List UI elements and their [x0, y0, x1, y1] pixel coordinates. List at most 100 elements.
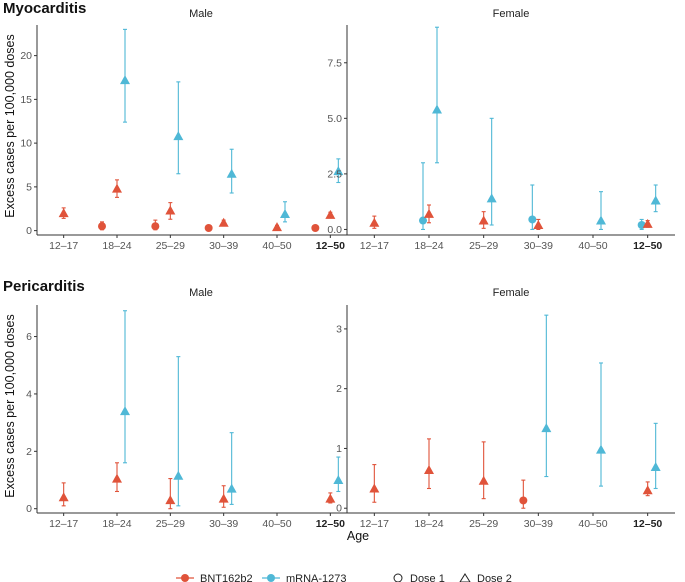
myocarditis-male-y-tick-label: 5 [26, 181, 32, 193]
pericarditis-male-y-tick-label: 0 [26, 503, 32, 515]
myocarditis-female-bnt162b2-dose2-30-39-point [533, 220, 544, 229]
legend-mrna1273-dot [267, 574, 275, 582]
myocarditis-male-x-tick-label: 12–50 [316, 240, 345, 252]
myocarditis-male-bnt162b2-dose1-25-29-point [151, 222, 160, 231]
legend-bnt162b2-label: BNT162b2 [200, 573, 253, 582]
pericarditis-female-bnt162b2-dose2-12-17-point [369, 483, 380, 493]
myocarditis-female-mrna-1273-dose1-30-39-point [528, 215, 537, 224]
pericarditis-male-x-tick-label: 18–24 [102, 518, 131, 530]
myocarditis-female-mrna-1273-dose1-18-24-point [419, 216, 427, 225]
pericarditis-male-mrna-1273-dose2-30-39-point [226, 483, 237, 493]
myocarditis-male-strip: Male [189, 8, 213, 20]
myocarditis-male-y-tick-label: 10 [20, 138, 32, 150]
pericarditis-male-bnt162b2-dose2-18-24-point [112, 473, 122, 483]
pericarditis-female-x-tick-label: 30–39 [524, 518, 553, 530]
pericarditis-female-bnt162b2-dose2-25-29-point [478, 475, 489, 485]
myocarditis-male-bnt162b2-dose2-18-24-point [112, 183, 122, 193]
myocarditis-female-panel: 0.0 2.5 5.0 7.5 12–17 18–24 25–29 30–39 40–50 12–… [327, 25, 675, 252]
pericarditis-male-mrna-1273-dose2-25-29-point [173, 470, 184, 480]
pericarditis-female-x-tick-label: 12–50 [633, 518, 662, 530]
pericarditis-male-x-tick-label: 30–39 [209, 518, 238, 530]
myocarditis-female-bnt162b2-dose2-18-24-point [424, 208, 434, 218]
myocarditis-male-y-tick-label: 0 [26, 225, 32, 237]
legend-item-dose2: Dose 2 [459, 573, 512, 582]
y-axis-label-bottom: Excess cases per 100,000 doses [3, 314, 17, 497]
legend-item-dose1: Dose 1 [393, 573, 445, 582]
legend: BNT162b2 mRNA-1273 Dose 1 Dose 2 [176, 573, 512, 582]
myocarditis-male-y-tick-label: 15 [20, 94, 32, 106]
myocarditis-male-x-tick-label: 25–29 [156, 240, 185, 252]
pericarditis-male-bnt162b2-dose2-30-39-point [218, 493, 229, 503]
pericarditis-female-strip: Female [493, 287, 530, 299]
myocarditis-male-bnt162b2-dose2-40-50-point [272, 222, 282, 232]
pericarditis-female-mrna-1273-dose2-40-50-point [596, 444, 606, 454]
myocarditis-female-x-tick-label: 40–50 [578, 240, 607, 252]
pericarditis-male-x-tick-label: 25–29 [156, 518, 185, 530]
pericarditis-male-bnt162b2-dose2-25-29-point [165, 495, 176, 505]
myocarditis-male-bnt162b2-dose1-12-50-point [311, 224, 320, 232]
pericarditis-female-y-tick-label: 1 [336, 443, 342, 455]
pericarditis-female-bnt162b2-dose2-18-24-point [424, 464, 434, 474]
myocarditis-female-y-tick-label: 7.5 [327, 57, 342, 69]
pericarditis-male-y-tick-label: 6 [26, 331, 32, 343]
myocarditis-male-panel: 0 5 10 15 20 12–17 18–24 25–29 30–39 40–50 12–50 [20, 25, 357, 252]
y-axis-label-top: Excess cases per 100,000 doses [3, 34, 17, 217]
myocarditis-female-y-tick-label: 2.5 [327, 168, 342, 180]
pericarditis-female-panel: 0 1 2 3 12–17 18–24 25–29 30–39 40–50 12–50 [336, 305, 675, 530]
myocarditis-female-bnt162b2-dose2-25-29-point [478, 215, 489, 225]
pericarditis-male-x-tick-label: 12–50 [316, 518, 345, 530]
x-axis-label: Age [347, 529, 369, 543]
myocarditis-female-x-tick-label: 30–39 [524, 240, 553, 252]
myocarditis-male-mrna-1273-dose2-18-24-point [120, 75, 130, 85]
pericarditis-female-x-tick-label: 25–29 [469, 518, 498, 530]
myocarditis-female-mrna-1273-dose2-18-24-point [432, 104, 442, 114]
pericarditis-female-mrna-1273-dose2-30-39-point [541, 423, 552, 433]
myocarditis-female-bnt162b2-dose2-12-17-point [369, 217, 380, 227]
myocarditis-male-mrna-1273-dose2-25-29-point [173, 131, 184, 141]
myocarditis-female-bnt162b2-dose2-12-50-point [642, 218, 653, 228]
myocarditis-male-bnt162b2-dose2-12-50-point [325, 209, 336, 219]
pericarditis-female-y-tick-label: 0 [336, 503, 342, 515]
myocarditis-male-bnt162b2-dose1-30-39-point [204, 224, 213, 232]
myocarditis-female-y-tick-label: 5.0 [327, 113, 342, 125]
pericarditis-male-panel: 0 2 4 6 12–17 18–24 25–29 30–39 40–50 12–50 [26, 305, 357, 530]
pericarditis-female-x-tick-label: 12–17 [360, 518, 389, 530]
myocarditis-female-x-tick-label: 18–24 [414, 240, 443, 252]
pericarditis-male-mrna-1273-dose2-12-50-point [333, 475, 344, 485]
myocarditis-male-mrna-1273-dose2-40-50-point [280, 209, 290, 218]
pericarditis-title: Pericarditis [3, 278, 85, 295]
pericarditis-male-bnt162b2-dose2-12-17-point [58, 492, 69, 502]
myocarditis-male-y-tick-label: 20 [20, 50, 32, 62]
myocarditis-female-x-tick-label: 12–50 [633, 240, 662, 252]
myocarditis-male-mrna-1273-dose2-12-50-point [333, 166, 344, 176]
myocarditis-female-x-tick-label: 25–29 [469, 240, 498, 252]
myocarditis-female-mrna-1273-dose2-12-50-point [650, 195, 661, 205]
myocarditis-male-x-tick-label: 40–50 [262, 240, 291, 252]
myocarditis-male-bnt162b2-dose1-18-24-point [98, 222, 106, 231]
legend-item-bnt162b2: BNT162b2 [176, 573, 253, 582]
legend-dose2-triangle-icon [459, 573, 471, 582]
pericarditis-male-mrna-1273-dose2-18-24-point [120, 406, 130, 416]
pericarditis-female-y-tick-label: 3 [336, 323, 342, 335]
pericarditis-female-mrna-1273-dose2-12-50-point [650, 461, 661, 471]
pericarditis-male-y-tick-label: 4 [26, 388, 32, 400]
pericarditis-male-x-tick-label: 12–17 [49, 518, 78, 530]
legend-mrna1273-label: mRNA-1273 [286, 573, 347, 582]
legend-bnt162b2-dot [181, 574, 189, 582]
myocarditis-male-bnt162b2-dose2-30-39-point [218, 217, 229, 227]
myocarditis-male-x-tick-label: 30–39 [209, 240, 238, 252]
pericarditis-female-bnt162b2-dose1-30-39-point [519, 496, 528, 505]
pericarditis-female-x-tick-label: 40–50 [578, 518, 607, 530]
pericarditis-female-x-tick-label: 18–24 [414, 518, 443, 530]
legend-dose2-label: Dose 2 [477, 573, 512, 582]
myocarditis-male-x-tick-label: 18–24 [102, 240, 131, 252]
myocarditis-male-mrna-1273-dose2-30-39-point [226, 168, 237, 178]
legend-dose1-circle-icon [393, 573, 403, 582]
myocarditis-male-bnt162b2-dose2-12-17-point [58, 208, 69, 218]
myocarditis-female-mrna-1273-dose2-40-50-point [596, 215, 606, 225]
myocarditis-male-x-tick-label: 12–17 [49, 240, 78, 252]
legend-item-mrna1273: mRNA-1273 [262, 573, 347, 582]
myocarditis-female-mrna-1273-dose2-25-29-point [486, 193, 497, 203]
myocarditis-title: Myocarditis [3, 0, 86, 17]
